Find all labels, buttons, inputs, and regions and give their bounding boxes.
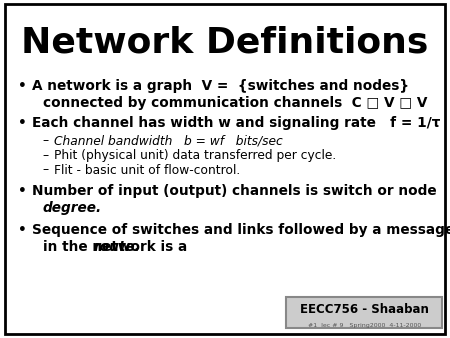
- Text: A network is a graph  V =  {switches and nodes}: A network is a graph V = {switches and n…: [32, 79, 409, 93]
- Text: Flit - basic unit of flow-control.: Flit - basic unit of flow-control.: [54, 164, 240, 176]
- Text: in the network is a: in the network is a: [43, 240, 192, 254]
- Text: •: •: [18, 116, 27, 130]
- Text: EECC756 - Shaaban: EECC756 - Shaaban: [300, 304, 429, 316]
- Text: •: •: [18, 79, 27, 93]
- Text: •: •: [18, 223, 27, 237]
- Text: #1  lec # 9   Spring2000  4-11-2000: #1 lec # 9 Spring2000 4-11-2000: [308, 323, 421, 328]
- Text: –: –: [43, 164, 49, 176]
- Text: Sequence of switches and links followed by a message: Sequence of switches and links followed …: [32, 223, 450, 237]
- Text: –: –: [43, 149, 49, 162]
- Text: –: –: [43, 135, 49, 147]
- Text: •: •: [18, 184, 27, 198]
- Text: Number of input (output) channels is switch or node: Number of input (output) channels is swi…: [32, 184, 436, 198]
- Text: Network Definitions: Network Definitions: [21, 25, 429, 59]
- Text: Channel bandwidth   b = wf   bits/sec: Channel bandwidth b = wf bits/sec: [54, 135, 283, 147]
- Text: Each channel has width w and signaling rate   f = 1/τ: Each channel has width w and signaling r…: [32, 116, 440, 130]
- Bar: [286, 297, 442, 328]
- Text: route.: route.: [94, 240, 141, 254]
- Text: Phit (physical unit) data transferred per cycle.: Phit (physical unit) data transferred pe…: [54, 149, 336, 162]
- Text: connected by communication channels  C □ V □ V: connected by communication channels C □ …: [43, 96, 427, 110]
- Text: degree.: degree.: [43, 201, 102, 215]
